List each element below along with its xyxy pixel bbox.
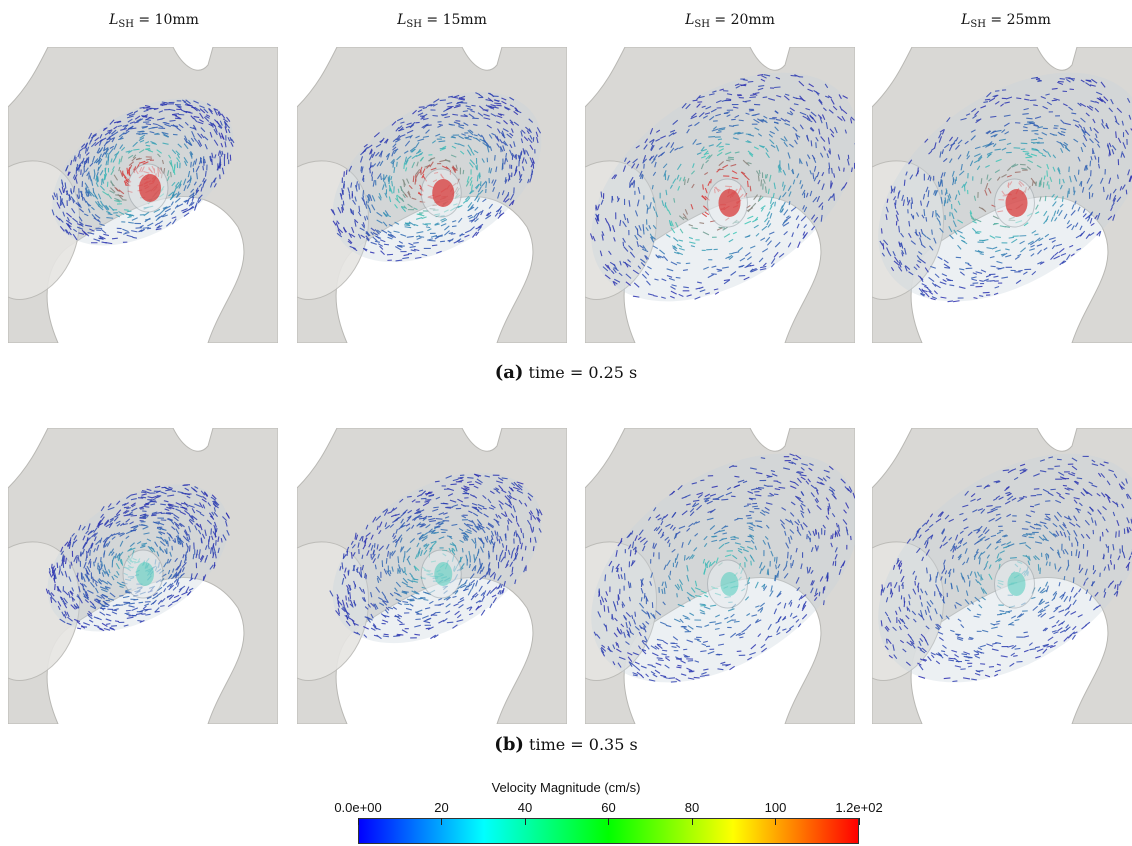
mid-velocity-core	[720, 572, 739, 596]
colorbar-tick-mark	[691, 818, 693, 825]
flow-visualization	[297, 428, 567, 724]
flow-panel-a-3	[585, 47, 855, 343]
flow-visualization	[8, 47, 278, 343]
flow-panel-b-2	[297, 428, 567, 724]
colorbar-tick-label: 40	[517, 800, 533, 815]
colorbar-tick-mark	[608, 818, 609, 825]
tissue-fold	[585, 160, 657, 300]
high-velocity-core	[718, 189, 741, 217]
colorbar-tick-mark	[524, 818, 526, 825]
flow-visualization	[8, 428, 278, 724]
colorbar-tick-label: 80	[684, 800, 700, 815]
tissue-fold	[8, 541, 80, 681]
colorbar-tick-mark	[357, 818, 359, 825]
flow-panel-b-1	[8, 428, 278, 724]
high-velocity-core	[139, 174, 161, 202]
column-label-4: LSH = 25mm	[961, 12, 1051, 30]
colorbar-tick-label: 1.2e+02	[835, 800, 883, 815]
flow-visualization	[297, 47, 567, 343]
column-label-3: LSH = 20mm	[685, 12, 775, 30]
high-velocity-core	[432, 179, 455, 207]
flow-panel-b-3	[585, 428, 855, 724]
caption-a: (a) time = 0.25 s	[494, 362, 638, 383]
mid-velocity-core	[136, 562, 154, 586]
colorbar-tick-label: 20	[434, 800, 449, 815]
flow-panel-a-1	[8, 47, 278, 343]
tissue-fold	[872, 160, 944, 300]
flow-panel-b-4	[872, 428, 1132, 724]
flow-visualization	[872, 47, 1132, 343]
high-velocity-core	[1005, 189, 1028, 217]
column-label-2: LSH = 15mm	[397, 12, 487, 30]
caption-b: (b) time = 0.35 s	[494, 734, 638, 755]
mid-velocity-core	[434, 562, 453, 586]
colorbar-tick-mark	[775, 818, 776, 825]
tissue-fold	[8, 160, 80, 300]
colorbar-tick-label: 60	[601, 800, 616, 815]
mid-velocity-core	[1007, 572, 1026, 596]
colorbar-title: Velocity Magnitude (cm/s)	[491, 780, 641, 795]
flow-panel-a-4	[872, 47, 1132, 343]
colorbar-tick-label: 100	[764, 800, 787, 815]
flow-visualization	[585, 428, 855, 724]
colorbar-tick-mark	[441, 818, 442, 825]
colorbar-tick-label: 0.0e+00	[334, 800, 382, 815]
colorbar-tick-mark	[858, 818, 860, 825]
column-label-1: LSH = 10mm	[109, 12, 199, 30]
flow-panel-a-2	[297, 47, 567, 343]
flow-visualization	[872, 428, 1132, 724]
flow-visualization	[585, 47, 855, 343]
